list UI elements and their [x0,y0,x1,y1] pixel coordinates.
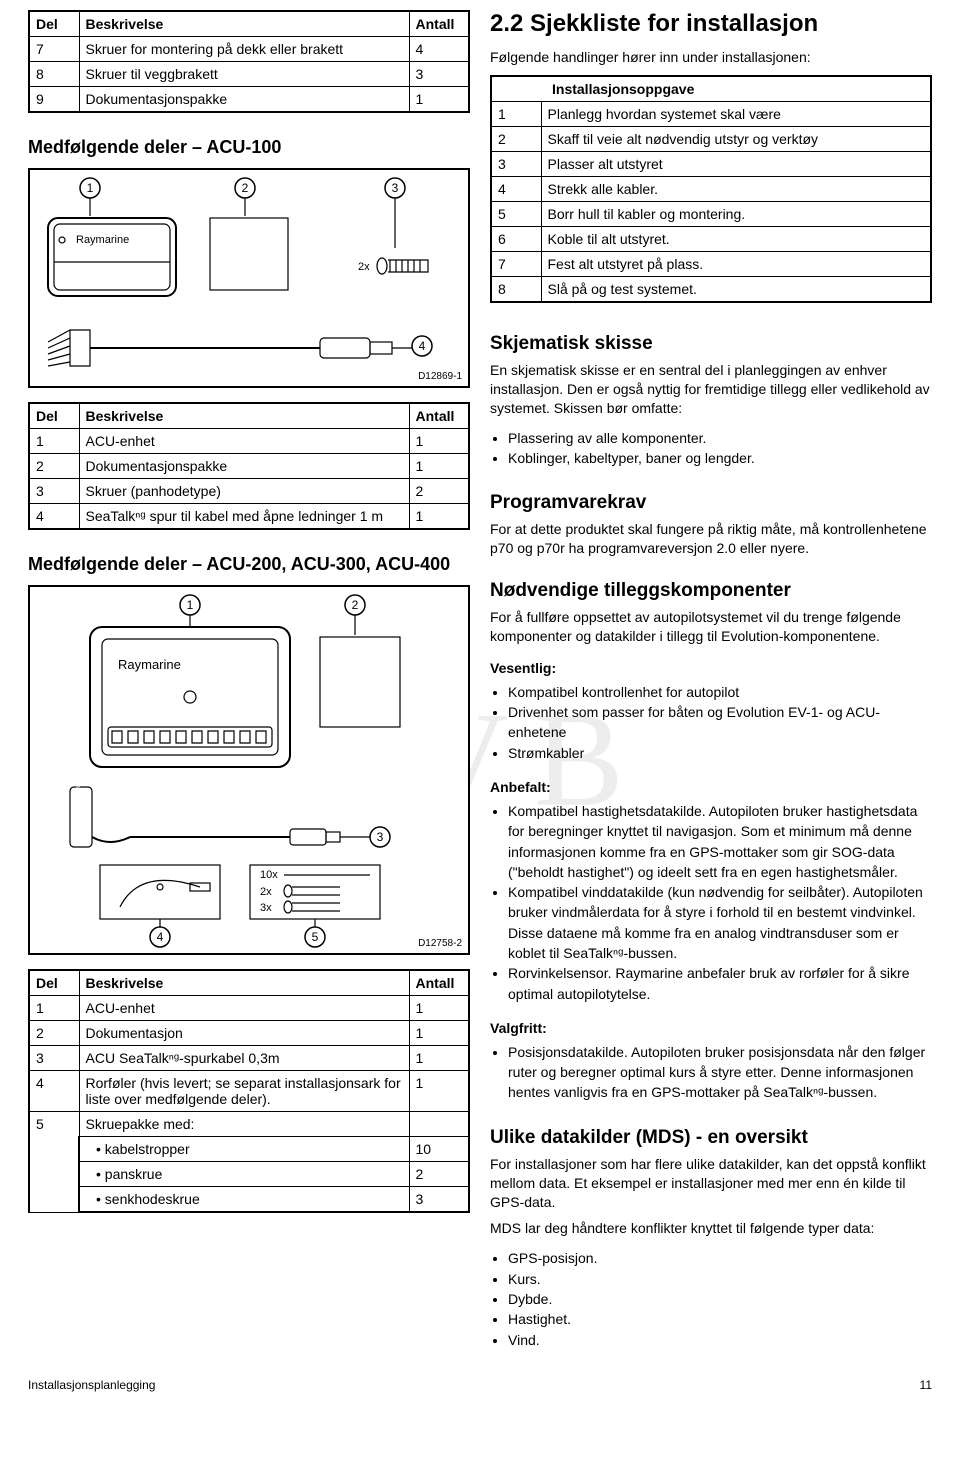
list-item: Rorvinkelsensor. Raymarine anbefaler bru… [508,963,932,1004]
svg-text:1: 1 [87,181,94,195]
footer-left: Installasjonsplanlegging [28,1378,155,1392]
list-mds: GPS-posisjon. Kurs. Dybde. Hastighet. Vi… [490,1248,932,1349]
text-nodv: For å fullføre oppsettet av autopilotsys… [490,608,932,646]
svg-text:2: 2 [242,181,249,195]
svg-text:2: 2 [352,598,359,612]
table-row: 5Borr hull til kabler og montering. [491,201,931,226]
left-column: Del Beskrivelse Antall 7Skruer for monte… [28,10,470,1360]
list-item: GPS-posisjon. [508,1248,932,1268]
th-desc: Beskrivelse [79,11,409,37]
label-valgfritt: Valgfritt: [490,1020,932,1036]
svg-text:4: 4 [157,930,164,944]
figure-caption: D12758-2 [418,938,462,949]
svg-text:3x: 3x [260,902,272,914]
svg-text:1: 1 [187,598,194,612]
table-row: 9Dokumentasjonspakke1 [29,87,469,113]
figure-caption: D12869-1 [418,371,462,382]
table-row: 7Skruer for montering på dekk eller brak… [29,37,469,62]
table-row: 6Koble til alt utstyret. [491,226,931,251]
figure-acu100: 1 2 3 Raymarine 2x [28,168,470,388]
table-row: 5Skruepakke med: [29,1112,469,1137]
list-item: Kompatibel hastighetsdatakilde. Autopilo… [508,801,932,882]
figure-acu234: 1 2 Raymarine SeaTalkⁿᵍ [28,585,470,955]
label-anbefalt: Anbefalt: [490,779,932,795]
table-parts-1: Del Beskrivelse Antall 7Skruer for monte… [28,10,470,113]
svg-text:2x: 2x [260,886,272,898]
svg-text:10x: 10x [260,869,278,881]
list-item: Posisjonsdatakilde. Autopiloten bruker p… [508,1042,932,1103]
table-row: 3Plasser alt utstyret [491,151,931,176]
svg-text:3: 3 [392,181,399,195]
table-parts-3: Del Beskrivelse Antall 1ACU-enhet1 2Doku… [28,969,470,1213]
list-item: Strømkabler [508,743,932,763]
list-item: Plassering av alle komponenter. [508,428,932,448]
svg-text:5: 5 [312,930,319,944]
table-row: 8Skruer til veggbrakett3 [29,62,469,87]
th-del: Del [29,11,79,37]
table-row: • kabelstropper10 [29,1137,469,1162]
intro-text: Følgende handlinger hører inn under inst… [490,48,932,67]
text-prog: For at dette produktet skal fungere på r… [490,520,932,558]
svg-text:3: 3 [377,830,384,844]
footer-page: 11 [920,1378,932,1392]
table-row: 2Skaff til veie alt nødvendig utstyr og … [491,126,931,151]
svg-text:Raymarine: Raymarine [118,657,181,672]
svg-text:SeaTalkⁿᵍ: SeaTalkⁿᵍ [74,785,83,819]
table-row: • panskrue2 [29,1162,469,1187]
text-mds2: MDS lar deg håndtere konflikter knyttet … [490,1219,932,1238]
table-parts-2: Del Beskrivelse Antall 1ACU-enhet1 2Doku… [28,402,470,530]
table-row: 1Planlegg hvordan systemet skal være [491,101,931,126]
footer: Installasjonsplanlegging 11 [0,1370,960,1402]
list-item: Drivenhet som passer for båten og Evolut… [508,702,932,743]
list-item: Koblinger, kabeltyper, baner og lengder. [508,448,932,468]
table-row: 2Dokumentasjonspakke1 [29,454,469,479]
heading-acu234: Medfølgende deler – ACU-200, ACU-300, AC… [28,554,470,575]
table-row: 2Dokumentasjon1 [29,1021,469,1046]
table-row: 4Strekk alle kabler. [491,176,931,201]
heading-acu100: Medfølgende deler – ACU-100 [28,137,470,158]
table-row: 1ACU-enhet1 [29,996,469,1021]
heading-mds: Ulike datakilder (MDS) - en oversikt [490,1127,932,1149]
right-column: 2.2 Sjekkliste for installasjon Følgende… [490,10,932,1360]
table-row: 4SeaTalkⁿᵍ spur til kabel med åpne ledni… [29,504,469,530]
list-item: Kurs. [508,1269,932,1289]
list-anbefalt: Kompatibel hastighetsdatakilde. Autopilo… [490,801,932,1004]
figure-acu234-svg: 1 2 Raymarine SeaTalkⁿᵍ [30,587,468,953]
text-mds1: For installasjoner som har flere ulike d… [490,1155,932,1212]
heading-skisse: Skjematisk skisse [490,333,932,355]
list-item: Kompatibel kontrollenhet for autopilot [508,682,932,702]
svg-text:2x: 2x [358,261,370,273]
table-row: 3ACU SeaTalkⁿᵍ-spurkabel 0,3m1 [29,1046,469,1071]
table-row: 4Rorføler (hvis levert; se separat insta… [29,1071,469,1112]
list-skisse: Plassering av alle komponenter. Koblinge… [490,428,932,469]
label-vesentlig: Vesentlig: [490,660,932,676]
list-valgfritt: Posisjonsdatakilde. Autopiloten bruker p… [490,1042,932,1103]
list-item: Kompatibel vinddatakilde (kun nødvendig … [508,882,932,963]
list-vesentlig: Kompatibel kontrollenhet for autopilot D… [490,682,932,763]
figure-acu100-svg: 1 2 3 Raymarine 2x [30,170,468,386]
table-row: 1ACU-enhet1 [29,429,469,454]
heading-prog: Programvarekrav [490,492,932,514]
text-skisse: En skjematisk skisse er en sentral del i… [490,361,932,418]
table-row: 8Slå på og test systemet. [491,276,931,302]
list-item: Hastighet. [508,1309,932,1329]
table-row: 3Skruer (panhodetype)2 [29,479,469,504]
svg-text:Raymarine: Raymarine [76,234,129,246]
table-tasks: Installasjonsoppgave 1Planlegg hvordan s… [490,75,932,303]
heading-2-2: 2.2 Sjekkliste for installasjon [490,10,932,38]
th-qty: Antall [409,11,469,37]
table-row: • senkhodeskrue3 [29,1187,469,1213]
list-item: Dybde. [508,1289,932,1309]
heading-nodv: Nødvendige tilleggskomponenter [490,580,932,602]
table-row: 7Fest alt utstyret på plass. [491,251,931,276]
list-item: Vind. [508,1330,932,1350]
svg-text:4: 4 [419,339,426,353]
